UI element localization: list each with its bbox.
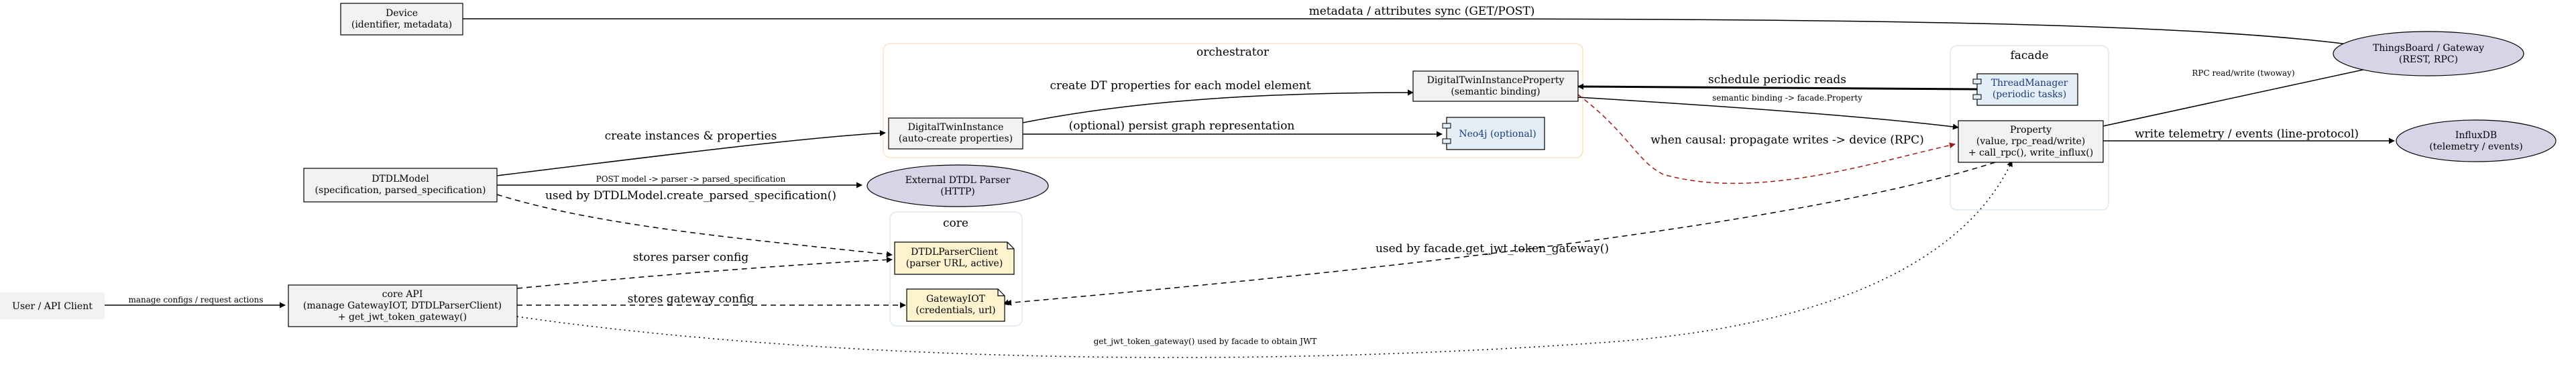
node-gateway-iot[interactable]: GatewayIOT (credentials, url) (906, 288, 1005, 322)
cluster-orchestrator: orchestrator (883, 43, 1583, 158)
node-dtdl-model-title: DTDLModel (372, 174, 429, 184)
edges (105, 18, 2395, 358)
node-property[interactable]: Property (value, rpc_read/write) + call_… (1958, 120, 2104, 163)
node-device-title: Device (386, 8, 418, 19)
node-thread-manager-title: ThreadManager (1991, 78, 2068, 89)
node-dt-instance[interactable]: DigitalTwinInstance (auto-create propert… (888, 117, 1023, 150)
node-dtdl-parser-client-subtitle: (parser URL, active) (906, 258, 1003, 269)
edge-labels: metadata / attributes sync (GET/POST) RP… (129, 5, 2359, 346)
node-dtdl-parser-client-title: DTDLParserClient (911, 247, 998, 258)
node-neo4j-label: Neo4j (optional) (1459, 129, 1536, 139)
node-core-api-subtitle: (manage GatewayIOT, DTDLParserClient) (303, 300, 502, 311)
cluster-orchestrator-label: orchestrator (1196, 46, 1270, 59)
edge-label-dti-neo4j: (optional) persist graph representation (1069, 119, 1295, 133)
edge-label-dti-dtip: create DT properties for each model elem… (1050, 79, 1310, 93)
edge-label-model-parser: POST model -> parser -> parsed_specifica… (596, 174, 786, 184)
node-property-methods: + call_rpc(), write_influx() (1968, 148, 2093, 158)
node-thread-manager-subtitle: (periodic tasks) (1993, 89, 2066, 100)
node-dtdl-model-subtitle: (specification, parsed_specification) (315, 185, 486, 196)
edge-dtdlmodel-to-dti (496, 129, 886, 176)
node-core-api-title: core API (382, 289, 423, 300)
edge-label-property-thingsboard: RPC read/write (twoway) (2192, 68, 2294, 78)
node-property-subtitle: (value, rpc_read/write) (1976, 136, 2085, 147)
node-external-parser-subtitle: (HTTP) (940, 186, 975, 197)
edge-label-device-thingsboard: metadata / attributes sync (GET/POST) (1309, 5, 1535, 18)
node-thingsboard[interactable]: ThingsBoard / Gateway (REST, RPC) (2333, 31, 2524, 76)
component-icon (1972, 78, 1982, 100)
edge-label-core-gateway: stores gateway config (628, 292, 754, 306)
node-influxdb-subtitle: (telemetry / events) (2429, 142, 2522, 152)
node-thread-manager[interactable]: ThreadManager (periodic tasks) (1972, 73, 2078, 106)
node-dt-instance-subtitle: (auto-create properties) (899, 133, 1013, 144)
edge-label-core-parserclient: stores parser config (633, 251, 749, 264)
node-user-client-label: User / API Client (12, 301, 93, 312)
node-dtip-title: DigitalTwinInstanceProperty (1427, 75, 1565, 86)
node-external-parser-title: External DTDL Parser (905, 175, 1011, 186)
cluster-facade-label: facade (2010, 49, 2048, 62)
node-dtdl-parser-client[interactable]: DTDLParserClient (parser URL, active) (894, 241, 1015, 275)
edge-label-core-property: get_jwt_token_gateway() used by facade t… (1094, 337, 1317, 346)
node-thingsboard-subtitle: (REST, RPC) (2399, 54, 2458, 65)
edge-label-model-parserclient: used by DTDLModel.create_parsed_specific… (545, 189, 836, 203)
node-external-parser[interactable]: External DTDL Parser (HTTP) (866, 164, 1049, 207)
node-influxdb-title: InfluxDB (2455, 130, 2497, 141)
edge-label-dtip-property-semantic: semantic binding -> facade.Property (1712, 93, 1862, 103)
edge-label-dtip-property-causal: when causal: propagate writes -> device … (1650, 133, 1924, 147)
note-fold-icon (906, 288, 1005, 322)
node-device-subtitle: (identifier, metadata) (351, 19, 452, 30)
edge-threadmanager-to-dtip (1577, 83, 1978, 91)
node-dtdl-model[interactable]: DTDLModel (specification, parsed_specifi… (303, 168, 498, 203)
edge-dtip-to-property (1577, 97, 1959, 130)
node-influxdb[interactable]: InfluxDB (telemetry / events) (2396, 119, 2557, 162)
node-gateway-iot-title: GatewayIOT (926, 294, 986, 304)
note-fold-icon (894, 241, 1015, 275)
edge-core-to-property (516, 160, 2013, 358)
node-dt-instance-property[interactable]: DigitalTwinInstanceProperty (semantic bi… (1412, 70, 1579, 102)
node-property-title: Property (2010, 125, 2052, 135)
cluster-core-label: core (943, 217, 968, 230)
edge-dtdlmodel-to-parserclient (496, 194, 893, 258)
node-user-client[interactable]: User / API Client (0, 292, 105, 319)
edge-property-to-thingsboard (2103, 62, 2392, 127)
edge-label-user-core: manage configs / request actions (129, 295, 264, 304)
node-neo4j[interactable]: Neo4j (optional) (1442, 117, 1545, 150)
node-dt-instance-title: DigitalTwinInstance (908, 122, 1004, 133)
node-core-api-methods: + get_jwt_token_gateway() (338, 312, 467, 323)
edge-device-to-thingsboard (463, 18, 2388, 52)
component-icon (1442, 123, 1451, 144)
edge-label-property-gateway: used by facade.get_jwt_token_gateway() (1376, 242, 1609, 256)
edge-label-threadmanager-dtip: schedule periodic reads (1708, 73, 1846, 87)
edge-label-property-influxdb: write telemetry / events (line-protocol) (2135, 127, 2359, 141)
node-dtip-subtitle: (semantic binding) (1451, 87, 1540, 97)
node-device[interactable]: Device (identifier, metadata) (340, 3, 463, 36)
edge-label-model-dti: create instances & properties (605, 129, 777, 143)
edge-dti-to-dtip (1022, 89, 1414, 123)
node-gateway-iot-subtitle: (credentials, url) (915, 305, 995, 316)
edge-property-to-gateway (1005, 162, 1996, 306)
node-thingsboard-title: ThingsBoard / Gateway (2373, 43, 2484, 54)
node-core-api[interactable]: core API (manage GatewayIOT, DTDLParserC… (288, 284, 518, 327)
